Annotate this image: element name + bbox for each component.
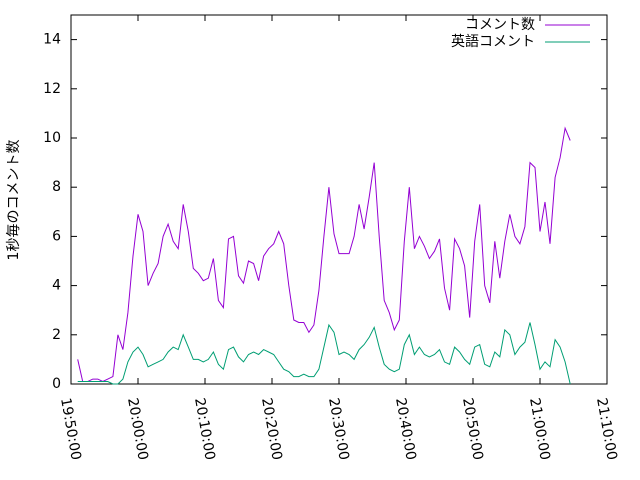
- x-tick-label: 20:20:00: [258, 397, 285, 462]
- x-tick-label: 20:50:00: [459, 397, 486, 462]
- x-tick-label: 21:10:00: [593, 397, 620, 462]
- x-tick-label: 21:00:00: [526, 397, 553, 462]
- y-tick-label: 6: [52, 228, 61, 244]
- series-line: [77, 126, 571, 383]
- y-tick-label: 4: [52, 278, 61, 294]
- y-tick-label: 2: [52, 327, 61, 343]
- y-tick-label: 8: [52, 179, 61, 195]
- y-tick-label: 14: [43, 32, 61, 48]
- x-tick-label: 20:10:00: [191, 397, 218, 462]
- legend-label: 英語コメント: [451, 33, 535, 50]
- series-line: [77, 322, 571, 385]
- y-tick-label: 0: [52, 376, 61, 392]
- x-tick-label: 19:50:00: [57, 397, 84, 462]
- x-tick-label: 20:40:00: [392, 397, 419, 462]
- x-tick-label: 20:00:00: [124, 397, 151, 462]
- y-axis-label: 1秒毎のコメント数: [6, 140, 22, 261]
- legend-label: コメント数: [465, 17, 535, 33]
- y-tick-label: 12: [43, 81, 61, 97]
- x-tick-label: 20:30:00: [325, 397, 352, 462]
- y-tick-label: 10: [43, 130, 61, 146]
